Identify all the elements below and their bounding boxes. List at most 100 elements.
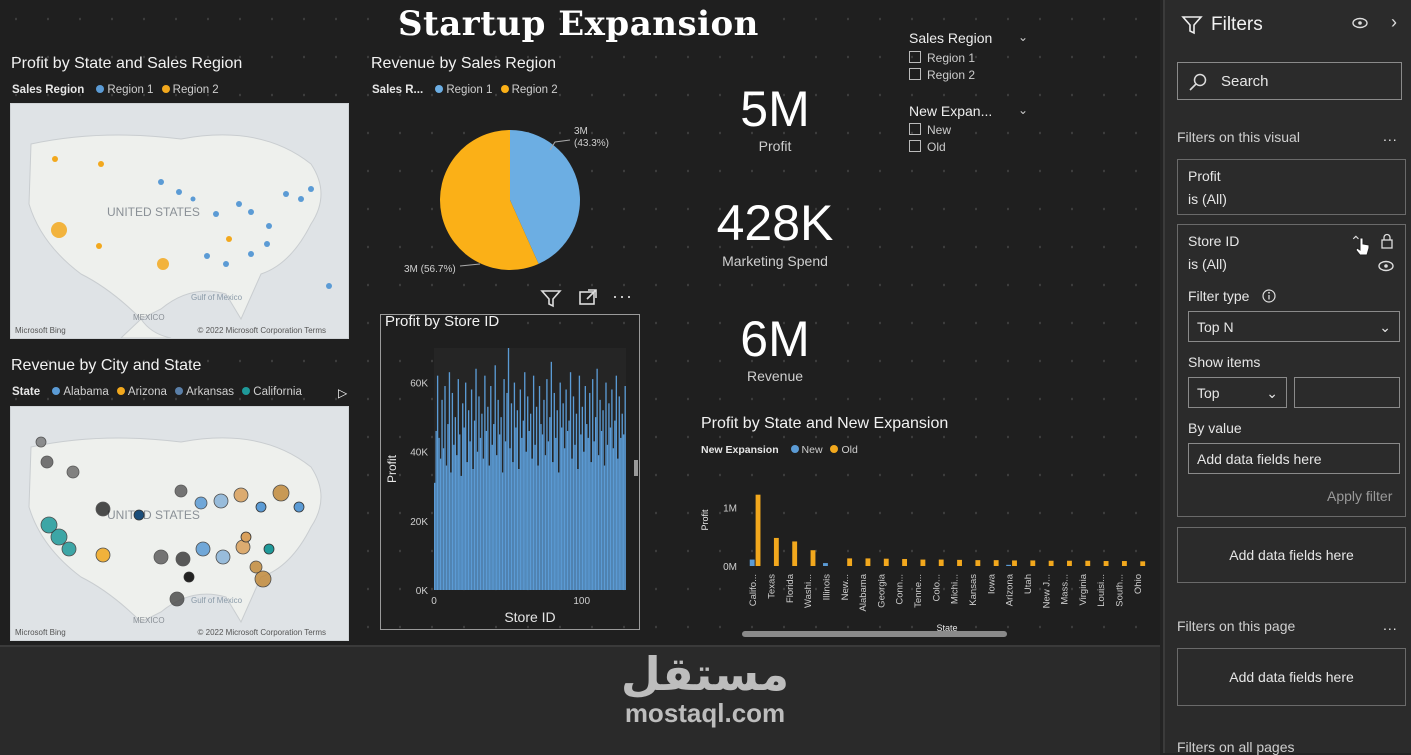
- state-bar-new[interactable]: [749, 559, 755, 566]
- map-bubble[interactable]: [233, 487, 249, 503]
- legend-item-arizona[interactable]: Arizona: [127, 386, 167, 398]
- store-bar[interactable]: [534, 444, 536, 590]
- store-bar[interactable]: [535, 406, 538, 590]
- store-bar[interactable]: [603, 465, 606, 590]
- map-bubble[interactable]: [293, 501, 305, 513]
- more-options-icon[interactable]: ···: [612, 286, 633, 306]
- store-bar[interactable]: [618, 396, 620, 590]
- map-bubble[interactable]: [158, 179, 164, 185]
- eye-icon[interactable]: [1377, 259, 1395, 273]
- state-bar-old[interactable]: [975, 560, 981, 566]
- store-bar[interactable]: [574, 444, 576, 590]
- store-bar[interactable]: [550, 361, 553, 590]
- lock-icon[interactable]: [1380, 233, 1394, 249]
- store-bar[interactable]: [568, 420, 570, 590]
- store-bar[interactable]: [516, 410, 519, 590]
- collapse-chevron-icon[interactable]: ⌃: [1350, 233, 1362, 249]
- map-bubble[interactable]: [40, 516, 58, 534]
- legend-item-arkansas[interactable]: Arkansas: [186, 386, 235, 398]
- store-bar[interactable]: [597, 455, 600, 590]
- map-bubble[interactable]: [235, 539, 251, 555]
- store-bar[interactable]: [500, 417, 502, 590]
- store-bar[interactable]: [503, 379, 505, 590]
- store-bar[interactable]: [494, 365, 496, 590]
- store-bar[interactable]: [605, 382, 607, 590]
- state-bar-old[interactable]: [865, 558, 871, 566]
- store-bar[interactable]: [473, 420, 476, 590]
- store-bar[interactable]: [617, 458, 619, 590]
- store-bar[interactable]: [497, 399, 499, 590]
- map-bubble[interactable]: [52, 156, 58, 162]
- map-bubble[interactable]: [51, 222, 67, 238]
- store-bar[interactable]: [546, 379, 548, 590]
- store-bar[interactable]: [454, 417, 457, 590]
- filters-search-box[interactable]: Search: [1177, 62, 1402, 100]
- store-bar[interactable]: [435, 430, 437, 590]
- more-options-icon[interactable]: ...: [1383, 617, 1398, 633]
- map-bubble[interactable]: [183, 571, 195, 583]
- store-bar[interactable]: [457, 379, 459, 590]
- store-bar[interactable]: [512, 462, 514, 590]
- store-bar[interactable]: [482, 458, 485, 590]
- store-bar[interactable]: [485, 430, 488, 590]
- store-bar[interactable]: [460, 475, 462, 590]
- store-bar[interactable]: [444, 386, 446, 590]
- filter-card-profit[interactable]: Profit is (All): [1177, 159, 1406, 215]
- store-bar[interactable]: [578, 375, 581, 590]
- map-bubble[interactable]: [61, 541, 77, 557]
- store-bar[interactable]: [580, 434, 582, 590]
- store-bar[interactable]: [496, 455, 498, 590]
- store-bar[interactable]: [527, 396, 529, 590]
- map-bubble[interactable]: [190, 196, 196, 202]
- map-bubble[interactable]: [40, 455, 54, 469]
- by-value-drop-zone[interactable]: Add data fields here: [1188, 443, 1400, 474]
- store-bar[interactable]: [488, 465, 490, 590]
- store-bar[interactable]: [469, 441, 471, 590]
- store-bar[interactable]: [543, 399, 545, 590]
- store-bar[interactable]: [553, 392, 555, 590]
- map-bubble[interactable]: [272, 484, 290, 502]
- store-bar[interactable]: [583, 451, 585, 590]
- store-bar[interactable]: [445, 465, 448, 590]
- state-bar-old[interactable]: [1103, 561, 1109, 566]
- more-options-icon[interactable]: ...: [1383, 128, 1398, 144]
- store-id-column-chart[interactable]: 0K 20K 40K 60K 0 100 Store ID Profit: [380, 334, 638, 626]
- store-bar[interactable]: [519, 389, 521, 590]
- store-bar[interactable]: [504, 441, 507, 590]
- slicer-option-region2[interactable]: Region 2: [909, 68, 975, 82]
- store-bar[interactable]: [531, 458, 533, 590]
- store-bar[interactable]: [600, 430, 603, 590]
- store-bar[interactable]: [602, 410, 604, 590]
- store-bar[interactable]: [491, 444, 493, 590]
- state-bar-old[interactable]: [1085, 560, 1091, 566]
- chevron-down-icon[interactable]: ⌄: [1018, 30, 1029, 44]
- state-bar-old[interactable]: [1121, 561, 1127, 566]
- map-bubble[interactable]: [226, 236, 232, 242]
- store-bar[interactable]: [540, 424, 542, 590]
- store-bar[interactable]: [621, 413, 623, 590]
- store-bar[interactable]: [596, 368, 598, 590]
- store-bar[interactable]: [620, 437, 622, 590]
- state-bar-old[interactable]: [792, 541, 798, 566]
- pie-slice-region-1[interactable]: [510, 130, 580, 264]
- show-items-direction-dropdown[interactable]: Top ⌄: [1188, 377, 1287, 408]
- store-bar[interactable]: [438, 437, 440, 590]
- map-bubble[interactable]: [326, 283, 332, 289]
- collapse-pane-chevron-icon[interactable]: ›: [1391, 12, 1397, 32]
- map-bubble[interactable]: [133, 509, 145, 521]
- store-bar[interactable]: [484, 375, 486, 590]
- store-bar[interactable]: [571, 458, 573, 590]
- store-bar[interactable]: [559, 382, 561, 590]
- store-bar[interactable]: [549, 417, 551, 590]
- filter-type-dropdown[interactable]: Top N ⌄: [1188, 311, 1400, 342]
- store-bar[interactable]: [606, 444, 609, 590]
- store-id-visual-frame[interactable]: [380, 314, 640, 630]
- store-bar[interactable]: [561, 427, 563, 590]
- map-bubble[interactable]: [153, 549, 169, 565]
- state-bar-old[interactable]: [847, 558, 853, 566]
- legend-next-arrow-icon[interactable]: ▷: [338, 386, 348, 400]
- store-bar[interactable]: [530, 413, 532, 590]
- state-bar-new[interactable]: [823, 563, 828, 566]
- store-bar[interactable]: [456, 455, 458, 590]
- filter-card-store-id[interactable]: Store ID is (All) ⌃ Filter type Top N ⌄ …: [1177, 224, 1406, 517]
